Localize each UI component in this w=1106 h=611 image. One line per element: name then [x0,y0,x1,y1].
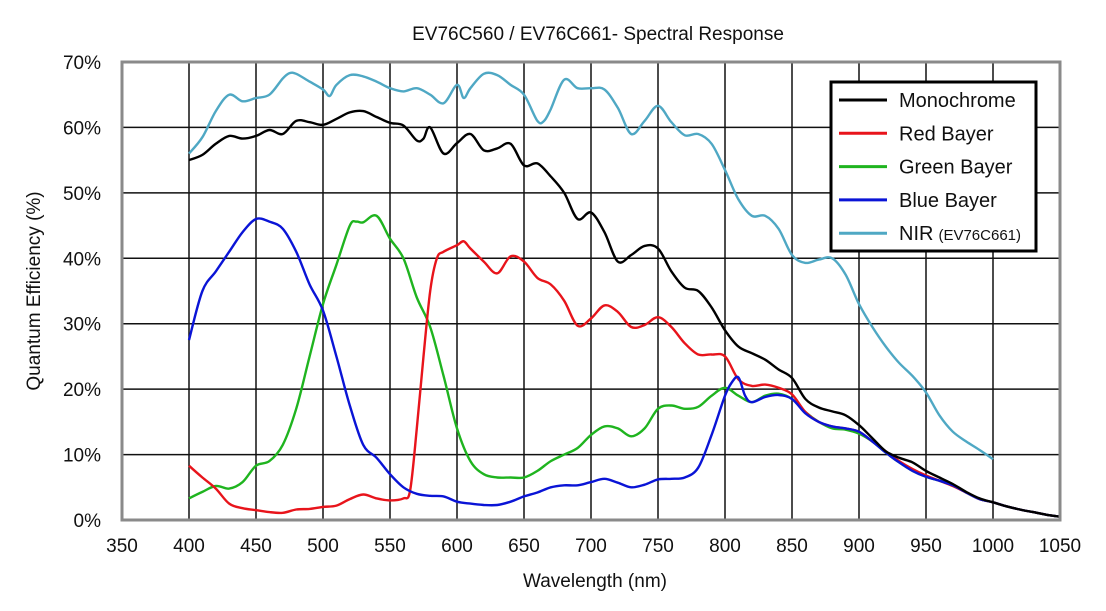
x-axis-label: Wavelength (nm) [523,571,667,592]
legend-label: Red Bayer [899,123,994,145]
legend-item-red-bayer: Red Bayer [839,123,994,145]
series-lines [187,71,1061,518]
legend-label-name: NIR [899,223,933,245]
y-tick-label: 50% [63,184,101,205]
legend-label-name: Monochrome [899,90,1016,112]
legend-label-suffix: (EV76C661) [938,227,1021,244]
series-line-nir [188,71,994,461]
x-tick-label: 350 [106,536,138,557]
legend-item-nir: NIR (EV76C661) [839,223,1021,245]
legend-label-name: Red Bayer [899,123,994,145]
plot-border [120,60,1062,522]
legend-item-green-bayer: Green Bayer [839,157,1013,179]
legend-label: Blue Bayer [899,190,997,212]
y-tick-labels: 0% 10% 20% 30% 40% 50% 60% 70% [63,53,101,532]
x-tick-label: 400 [173,536,205,557]
legend: Monochrome Red Bayer Green Bayer Blue Bayer… [829,80,1038,253]
x-tick-label: 850 [776,536,808,557]
series-line-blue-bayer [187,217,1061,518]
x-tick-label: 750 [642,536,674,557]
y-tick-label: 0% [74,511,102,532]
y-axis-label: Quantum Efficiency (%) [24,191,45,390]
x-tick-label: 700 [575,536,607,557]
x-tick-label: 800 [709,536,741,557]
legend-label: NIR (EV76C661) [899,223,1021,245]
y-tick-label: 40% [63,249,101,270]
x-tick-label: 900 [843,536,875,557]
y-tick-label: 10% [63,446,101,467]
chart-title: EV76C560 / EV76C661- Spectral Response [412,24,784,45]
y-tick-label: 70% [63,53,101,74]
x-tick-label: 500 [307,536,339,557]
legend-label-name: Blue Bayer [899,190,997,212]
legend-item-monochrome: Monochrome [839,90,1016,112]
series-line-red-bayer [188,240,1061,518]
x-tick-label: 600 [441,536,473,557]
x-tick-label: 650 [508,536,540,557]
legend-label-name: Green Bayer [899,157,1013,179]
legend-label: Monochrome [899,90,1016,112]
x-tick-label: 450 [240,536,272,557]
y-tick-label: 20% [63,380,101,401]
x-tick-label: 550 [374,536,406,557]
x-tick-label: 1050 [1039,536,1081,557]
y-tick-label: 60% [63,118,101,139]
x-tick-label: 950 [910,536,942,557]
series-line-monochrome [188,109,1061,518]
y-tick-label: 30% [63,315,101,336]
x-tick-label: 1000 [972,536,1014,557]
legend-item-blue-bayer: Blue Bayer [839,190,997,212]
legend-label: Green Bayer [899,157,1013,179]
x-tick-labels: 350 400 450 500 550 600 650 700 750 800 850 900 950 1… [106,536,1081,557]
